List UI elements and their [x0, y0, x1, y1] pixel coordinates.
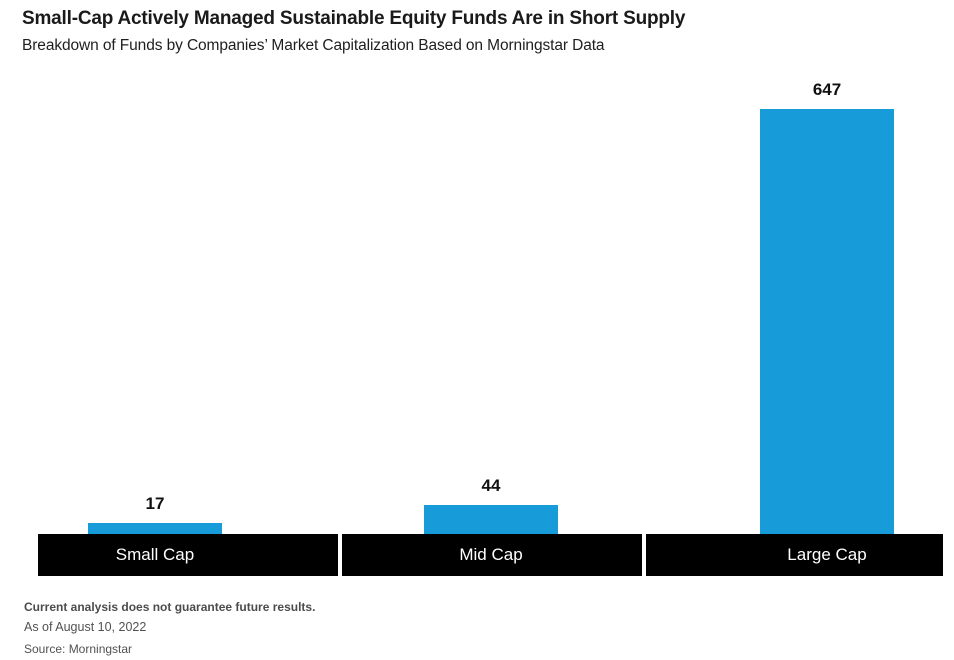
bar-chart: 17 Small Cap 44 Mid Cap 647 Large Cap	[38, 80, 943, 576]
chart-title: Small-Cap Actively Managed Sustainable E…	[22, 8, 686, 29]
footer-as-of-date: As of August 10, 2022	[24, 620, 147, 634]
bar-mid-cap	[424, 505, 558, 534]
x-axis-category-label: Small Cap	[115, 545, 195, 564]
footer-source: Source: Morningstar	[24, 642, 133, 656]
chart-subtitle: Breakdown of Funds by Companies’ Market …	[22, 37, 605, 54]
bar-large-cap	[760, 109, 894, 534]
bar-value-label: 647	[812, 80, 842, 99]
bar-value-label: 17	[145, 494, 165, 513]
x-axis-category-box	[38, 534, 338, 576]
x-axis-category-label: Mid Cap	[459, 545, 523, 564]
bar-value-label: 44	[481, 476, 501, 495]
x-axis-category-box	[646, 534, 943, 576]
x-axis-category-box	[342, 534, 642, 576]
x-axis-category-label: Large Cap	[787, 545, 867, 564]
bar-small-cap	[88, 523, 222, 534]
footer-disclaimer: Current analysis does not guarantee futu…	[24, 600, 316, 614]
